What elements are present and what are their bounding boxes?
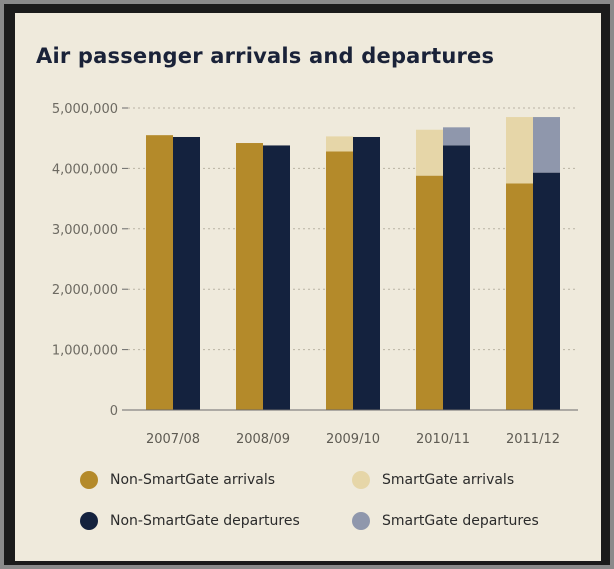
bar-non-smartgate-arrivals-2007-08 (146, 135, 173, 410)
bar-non-smartgate-departures-2007-08 (173, 136, 200, 410)
x-tick-label: 2010/11 (416, 432, 470, 447)
bar-non-smartgate-departures-2010-11 (443, 145, 470, 410)
y-tick-label: 1,000,000 (52, 344, 118, 359)
chart-title: Air passenger arrivals and departures (36, 44, 495, 68)
legend-label: SmartGate arrivals (382, 472, 515, 488)
legend-label: Non-SmartGate departures (110, 513, 300, 529)
y-tick-label: 0 (110, 404, 118, 419)
bar-non-smartgate-arrivals-2008-09 (236, 143, 263, 411)
bar-non-smartgate-arrivals-2009-10 (326, 151, 353, 410)
legend-item-smartgate-arrivals: SmartGate arrivals (352, 471, 514, 489)
bar-non-smartgate-arrivals-2010-11 (416, 175, 443, 410)
y-tick-label: 4,000,000 (52, 162, 118, 177)
legend-label: SmartGate departures (382, 513, 539, 529)
legend-swatch (352, 471, 370, 489)
bar-smartgate-departures-2011-12 (533, 117, 560, 173)
bar-smartgate-arrivals-2010-11 (416, 129, 443, 176)
y-tick-label: 2,000,000 (52, 283, 118, 298)
x-tick-label: 2011/12 (506, 432, 560, 447)
x-tick-label: 2007/08 (146, 432, 200, 447)
legend-swatch (80, 512, 98, 530)
bar-non-smartgate-departures-2008-09 (263, 145, 290, 410)
legend-item-smartgate-departures: SmartGate departures (352, 512, 539, 530)
legend-swatch (352, 512, 370, 530)
bar-smartgate-departures-2010-11 (443, 127, 470, 146)
x-tick-label: 2009/10 (326, 432, 380, 447)
bar-smartgate-arrivals-2011-12 (506, 117, 533, 184)
legend-item-non-smartgate-arrivals: Non-SmartGate arrivals (80, 471, 275, 489)
legend-swatch (80, 471, 98, 489)
y-tick-label: 5,000,000 (52, 102, 118, 117)
bar-smartgate-arrivals-2009-10 (326, 136, 353, 152)
legend-item-non-smartgate-departures: Non-SmartGate departures (80, 512, 300, 530)
bar-non-smartgate-departures-2011-12 (533, 172, 560, 410)
x-tick-label: 2008/09 (236, 432, 290, 447)
bar-non-smartgate-departures-2009-10 (353, 136, 380, 410)
y-tick-label: 3,000,000 (52, 223, 118, 238)
chart-panel (15, 13, 601, 561)
legend-label: Non-SmartGate arrivals (110, 472, 276, 488)
bar-non-smartgate-arrivals-2011-12 (506, 183, 533, 410)
